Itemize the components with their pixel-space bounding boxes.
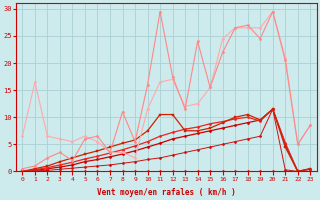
X-axis label: Vent moyen/en rafales ( km/h ): Vent moyen/en rafales ( km/h ) (97, 188, 236, 197)
